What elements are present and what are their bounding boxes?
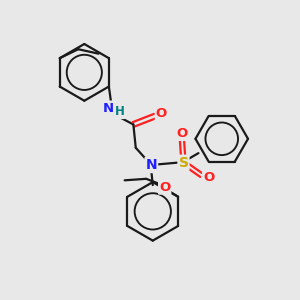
Text: O: O xyxy=(203,171,214,184)
Text: N: N xyxy=(103,101,114,115)
Text: O: O xyxy=(176,127,188,140)
Text: N: N xyxy=(146,158,157,172)
Text: S: S xyxy=(178,156,188,170)
Text: O: O xyxy=(156,107,167,120)
Text: H: H xyxy=(114,105,124,118)
Text: O: O xyxy=(159,181,170,194)
